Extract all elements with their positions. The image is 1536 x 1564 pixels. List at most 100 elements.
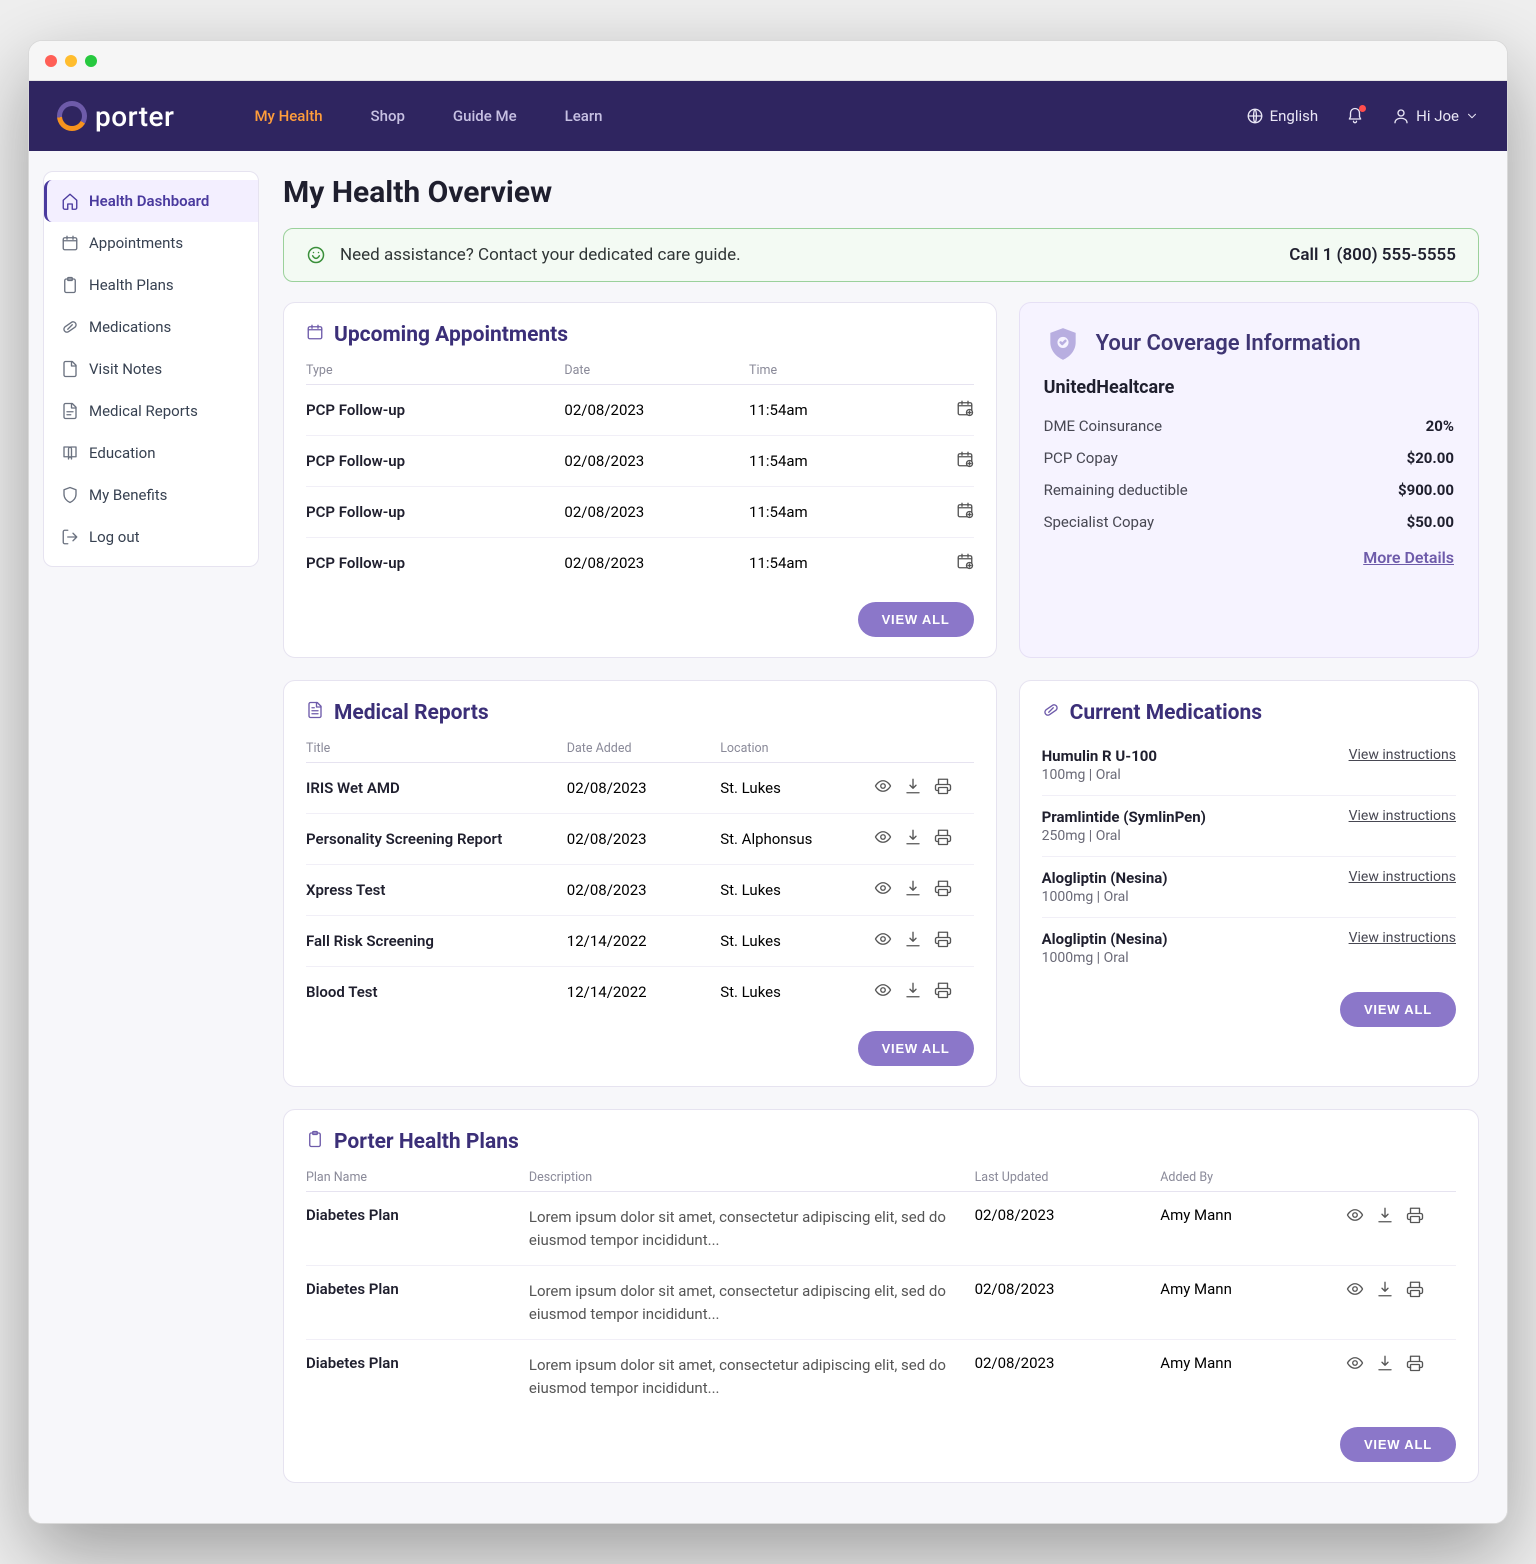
print-icon[interactable] xyxy=(1406,1206,1424,1228)
report-title: Personality Screening Report xyxy=(306,830,567,848)
download-icon[interactable] xyxy=(904,930,922,952)
window-max-dot[interactable] xyxy=(85,55,97,67)
report-date: 02/08/2023 xyxy=(567,830,720,848)
view-instructions-link[interactable]: View instructions xyxy=(1349,930,1456,946)
appt-time: 11:54am xyxy=(749,452,934,470)
view-instructions-link[interactable]: View instructions xyxy=(1349,869,1456,885)
plan-row: Diabetes PlanLorem ipsum dolor sit amet,… xyxy=(306,1266,1456,1340)
window-min-dot[interactable] xyxy=(65,55,77,67)
notifications-button[interactable] xyxy=(1346,107,1364,125)
plan-updated: 02/08/2023 xyxy=(975,1280,1161,1298)
sidebar-item-visit-notes[interactable]: Visit Notes xyxy=(44,348,258,390)
medication-name: Pramlintide (SymlinPen) xyxy=(1042,808,1206,826)
coverage-row: Specialist Copay$50.00 xyxy=(1044,506,1454,538)
plan-added-by: Amy Mann xyxy=(1160,1206,1346,1224)
sidebar-item-education[interactable]: Education xyxy=(44,432,258,474)
print-icon[interactable] xyxy=(934,930,952,952)
appointments-view-all-button[interactable]: VIEW ALL xyxy=(858,602,974,637)
medication-item: Alogliptin (Nesina)1000mg | OralView ins… xyxy=(1042,918,1456,978)
print-icon[interactable] xyxy=(1406,1354,1424,1376)
sidebar-item-label: Medications xyxy=(89,318,171,336)
add-to-calendar-icon[interactable] xyxy=(956,399,974,421)
window-close-dot[interactable] xyxy=(45,55,57,67)
sidebar-item-medications[interactable]: Medications xyxy=(44,306,258,348)
print-icon[interactable] xyxy=(934,777,952,799)
report-row: Blood Test12/14/2022St. Lukes xyxy=(306,967,974,1017)
coverage-provider: UnitedHealtcare xyxy=(1044,377,1454,398)
sidebar-item-health-plans[interactable]: Health Plans xyxy=(44,264,258,306)
view-icon[interactable] xyxy=(1346,1354,1364,1376)
medications-view-all-button[interactable]: VIEW ALL xyxy=(1340,992,1456,1027)
view-instructions-link[interactable]: View instructions xyxy=(1349,747,1456,763)
coverage-row: DME Coinsurance20% xyxy=(1044,410,1454,442)
pill-icon xyxy=(1042,701,1060,719)
sidebar-item-log-out[interactable]: Log out xyxy=(44,516,258,558)
plans-view-all-button[interactable]: VIEW ALL xyxy=(1340,1427,1456,1462)
report-date: 12/14/2022 xyxy=(567,932,720,950)
appointments-card: Upcoming Appointments Type Date Time PCP… xyxy=(283,302,997,658)
reports-header-row: Title Date Added Location xyxy=(306,735,974,763)
banner-phone[interactable]: Call 1 (800) 555-5555 xyxy=(1289,245,1456,265)
view-icon[interactable] xyxy=(874,879,892,901)
reports-view-all-button[interactable]: VIEW ALL xyxy=(858,1031,974,1066)
appointment-row: PCP Follow-up02/08/202311:54am xyxy=(306,487,974,538)
sidebar-item-label: Health Plans xyxy=(89,276,174,294)
sidebar-item-medical-reports[interactable]: Medical Reports xyxy=(44,390,258,432)
download-icon[interactable] xyxy=(904,828,922,850)
view-icon[interactable] xyxy=(1346,1280,1364,1302)
download-icon[interactable] xyxy=(1376,1354,1394,1376)
report-location: St. Lukes xyxy=(720,881,873,899)
view-instructions-link[interactable]: View instructions xyxy=(1349,808,1456,824)
print-icon[interactable] xyxy=(1406,1280,1424,1302)
download-icon[interactable] xyxy=(1376,1280,1394,1302)
view-icon[interactable] xyxy=(874,930,892,952)
sidebar-item-label: Medical Reports xyxy=(89,402,198,420)
report-title: Xpress Test xyxy=(306,881,567,899)
appt-date: 02/08/2023 xyxy=(564,554,749,572)
download-icon[interactable] xyxy=(904,777,922,799)
user-menu[interactable]: Hi Joe xyxy=(1392,107,1479,125)
add-to-calendar-icon[interactable] xyxy=(956,552,974,574)
medication-item: Pramlintide (SymlinPen)250mg | OralView … xyxy=(1042,796,1456,857)
coverage-label: Specialist Copay xyxy=(1044,513,1155,531)
download-icon[interactable] xyxy=(904,879,922,901)
view-icon[interactable] xyxy=(874,828,892,850)
appointment-row: PCP Follow-up02/08/202311:54am xyxy=(306,385,974,436)
file-text-icon xyxy=(61,402,79,420)
report-row: Fall Risk Screening12/14/2022St. Lukes xyxy=(306,916,974,967)
col-title: Title xyxy=(306,741,567,756)
view-icon[interactable] xyxy=(874,777,892,799)
home-icon xyxy=(61,192,79,210)
plan-row: Diabetes PlanLorem ipsum dolor sit amet,… xyxy=(306,1192,1456,1266)
view-icon[interactable] xyxy=(874,981,892,1003)
download-icon[interactable] xyxy=(1376,1206,1394,1228)
download-icon[interactable] xyxy=(904,981,922,1003)
appointment-row: PCP Follow-up02/08/202311:54am xyxy=(306,538,974,588)
coverage-more-details-link[interactable]: More Details xyxy=(1044,548,1454,567)
appt-type: PCP Follow-up xyxy=(306,503,564,521)
nav-shop[interactable]: Shop xyxy=(371,107,405,125)
sidebar-item-health-dashboard[interactable]: Health Dashboard xyxy=(44,180,258,222)
print-icon[interactable] xyxy=(934,828,952,850)
view-icon[interactable] xyxy=(1346,1206,1364,1228)
clipboard-icon xyxy=(306,1130,324,1148)
language-switch[interactable]: English xyxy=(1246,107,1319,125)
col-date-added: Date Added xyxy=(567,741,720,756)
appt-type: PCP Follow-up xyxy=(306,452,564,470)
report-row: IRIS Wet AMD02/08/2023St. Lukes xyxy=(306,763,974,814)
coverage-value: $20.00 xyxy=(1407,449,1454,467)
nav-my-health[interactable]: My Health xyxy=(254,107,322,125)
sidebar-item-my-benefits[interactable]: My Benefits xyxy=(44,474,258,516)
brand[interactable]: porter xyxy=(57,100,174,133)
report-row: Personality Screening Report02/08/2023St… xyxy=(306,814,974,865)
add-to-calendar-icon[interactable] xyxy=(956,501,974,523)
sidebar-item-appointments[interactable]: Appointments xyxy=(44,222,258,264)
print-icon[interactable] xyxy=(934,879,952,901)
nav-learn[interactable]: Learn xyxy=(565,107,603,125)
medication-name: Humulin R U-100 xyxy=(1042,747,1157,765)
print-icon[interactable] xyxy=(934,981,952,1003)
plans-header-row: Plan Name Description Last Updated Added… xyxy=(306,1164,1456,1192)
nav-guide-me[interactable]: Guide Me xyxy=(453,107,517,125)
plan-name: Diabetes Plan xyxy=(306,1206,529,1224)
add-to-calendar-icon[interactable] xyxy=(956,450,974,472)
